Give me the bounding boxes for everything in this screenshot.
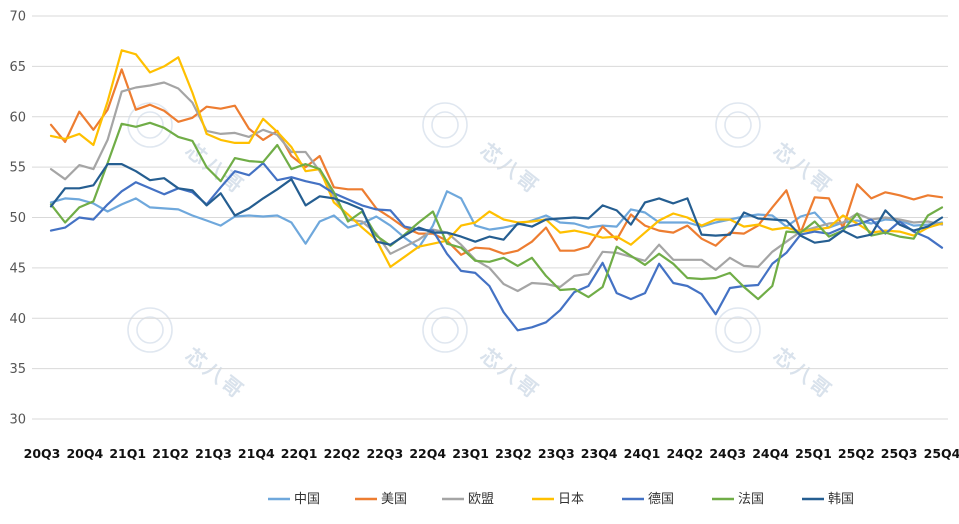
series-line: [49, 121, 944, 301]
y-axis-tick-labels: 30 35 40 45 50 55 60 65 70: [9, 10, 26, 428]
x-tick-label: 23Q4: [581, 446, 618, 461]
legend-label: 德国: [648, 492, 674, 507]
watermark-inner-icon: [724, 316, 752, 344]
y-tick-label: 30: [9, 413, 26, 428]
x-tick-label: 25Q4: [924, 446, 959, 461]
y-tick-label: 40: [9, 312, 26, 327]
x-tick-label: 25Q2: [838, 446, 875, 461]
x-tick-label: 20Q4: [66, 446, 103, 461]
watermark-circle-icon: [715, 102, 761, 148]
x-tick-label: 24Q4: [752, 446, 789, 461]
x-tick-label: 22Q1: [281, 446, 318, 461]
series-line: [49, 190, 944, 249]
legend-item: 韩国: [802, 492, 854, 507]
watermark-inner-icon: [136, 111, 164, 139]
x-tick-label: 24Q1: [624, 446, 661, 461]
series-lines: [49, 49, 944, 332]
y-tick-label: 35: [9, 362, 26, 377]
x-tick-label: 24Q3: [709, 446, 746, 461]
watermark-logo: 芯八哥: [127, 102, 247, 197]
y-tick-label: 50: [9, 211, 26, 226]
legend-label: 美国: [381, 492, 407, 507]
legend-item: 中国: [268, 492, 320, 507]
watermark-inner-icon: [431, 316, 459, 344]
watermark-inner-icon: [431, 111, 459, 139]
legend: 中国 美国 欧盟 日本 德国 法国 韩国: [268, 492, 854, 507]
watermark-circle-icon: [127, 307, 173, 353]
x-tick-label: 23Q2: [495, 446, 532, 461]
legend-item: 欧盟: [442, 492, 494, 507]
x-tick-label: 23Q3: [538, 446, 575, 461]
x-tick-label: 21Q3: [195, 446, 232, 461]
x-tick-label: 22Q2: [324, 446, 361, 461]
y-tick-label: 65: [9, 60, 26, 75]
y-tick-label: 55: [9, 161, 26, 176]
series-line: [49, 163, 944, 246]
y-tick-label: 60: [9, 110, 26, 125]
x-tick-label: 22Q3: [366, 446, 403, 461]
x-tick-label: 24Q2: [666, 446, 703, 461]
x-tick-label: 22Q4: [409, 446, 446, 461]
legend-label: 欧盟: [468, 492, 494, 507]
x-tick-label: 25Q3: [881, 446, 918, 461]
x-tick-label: 23Q1: [452, 446, 489, 461]
watermark-logo: 芯八哥: [127, 307, 247, 402]
x-tick-label: 20Q3: [24, 446, 61, 461]
legend-label: 中国: [294, 492, 320, 507]
legend-label: 日本: [558, 492, 584, 507]
watermark-circle-icon: [715, 307, 761, 353]
x-tick-label: 25Q1: [795, 446, 832, 461]
watermark-inner-icon: [724, 111, 752, 139]
x-tick-label: 21Q1: [109, 446, 146, 461]
series-line: [49, 81, 944, 293]
legend-item: 美国: [355, 492, 407, 507]
y-tick-label: 45: [9, 261, 26, 276]
watermark-circle-icon: [422, 102, 468, 148]
legend-item: 日本: [532, 492, 584, 507]
watermark-circle-icon: [422, 307, 468, 353]
x-tick-label: 21Q4: [238, 446, 275, 461]
y-tick-label: 70: [9, 10, 26, 25]
watermark-circle-icon: [127, 102, 173, 148]
legend-item: 法国: [712, 492, 764, 507]
x-tick-label: 21Q2: [152, 446, 189, 461]
legend-label: 法国: [738, 492, 764, 507]
x-axis-tick-labels: 20Q3 20Q4 21Q1 21Q2 21Q3 21Q4 22Q1 22Q2 22Q3 22Q4…: [24, 446, 959, 461]
watermark-logo: 芯八哥: [422, 307, 542, 402]
watermark-inner-icon: [136, 316, 164, 344]
legend-item: 德国: [622, 492, 674, 507]
legend-label: 韩国: [828, 492, 854, 507]
watermark-logo: 芯八哥: [715, 307, 835, 402]
